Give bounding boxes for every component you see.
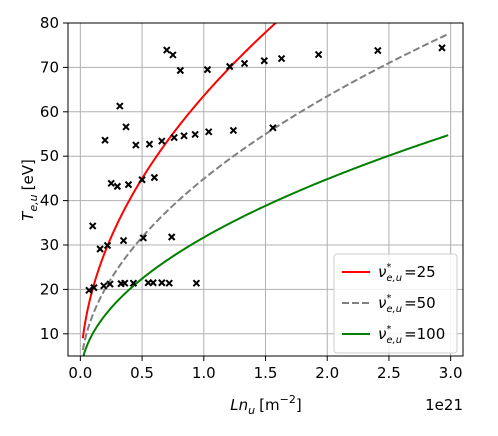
scatter-point <box>203 65 212 74</box>
y-tick-label: 30 <box>40 236 59 254</box>
scatter-point <box>113 182 122 191</box>
legend-box <box>333 253 458 354</box>
x-tick-label: 1.0 <box>192 364 216 382</box>
scatter-point <box>167 233 176 241</box>
legend-label-50: ν* e,u =50 <box>378 293 436 315</box>
scatter-point <box>260 57 268 65</box>
y-axis-label: Te,u [eV] <box>19 159 40 221</box>
y-axis-label-base: T <box>19 210 37 221</box>
legend: ν* e,u =25 ν* e,u =50 ν* e,u =100 <box>333 253 458 354</box>
x-axis: 0.0 0.5 1.0 1.5 2.0 2.5 3.0 <box>68 356 463 382</box>
scatter-point <box>124 180 133 189</box>
scatter-point <box>122 123 130 131</box>
scatter-point <box>145 140 154 148</box>
x-tick-label: 2.0 <box>315 364 339 382</box>
x-axis-label-unit: [m <box>259 396 279 414</box>
y-tick-label: 20 <box>40 280 59 298</box>
scatter-point <box>163 46 171 54</box>
y-axis-label-unit: [eV] <box>19 159 37 190</box>
x-axis-label-base: Ln <box>230 396 248 414</box>
scatter-point <box>176 66 185 75</box>
scatter-point <box>149 279 157 287</box>
scatter-point <box>269 124 277 132</box>
scatter-point <box>158 279 166 287</box>
curves <box>81 23 449 356</box>
series-line-50 <box>81 33 449 351</box>
x-tick-label: 0.0 <box>68 364 92 382</box>
series-line-100 <box>82 134 449 356</box>
y-tick-label: 40 <box>40 192 59 210</box>
x-axis-label-unit-close: ] <box>296 396 302 414</box>
x-scale-label: 1e21 <box>425 396 463 414</box>
scatter-point <box>106 280 114 288</box>
scatter-point <box>240 59 249 68</box>
scatter-point <box>132 141 140 149</box>
y-tick-label: 60 <box>40 103 59 121</box>
scatter-point <box>229 126 238 135</box>
y-tick-label: 10 <box>40 325 59 343</box>
y-tick-label: 70 <box>40 58 59 76</box>
scatter-point <box>165 279 173 287</box>
x-tick-label: 2.5 <box>377 364 401 382</box>
scatter-point <box>158 137 166 145</box>
scatter-point <box>205 128 213 136</box>
scatter-point <box>170 133 178 142</box>
scatter-point <box>374 46 382 55</box>
y-tick-label: 50 <box>40 147 59 165</box>
scatter-point <box>277 54 286 63</box>
y-axis: 10 20 30 40 50 60 70 80 <box>40 14 68 343</box>
scatter-point <box>129 279 138 287</box>
scatter-point <box>85 286 93 294</box>
scatter-points <box>85 44 446 294</box>
y-tick-label: 80 <box>40 14 59 32</box>
x-tick-label: 3.0 <box>439 364 463 382</box>
scatter-point <box>101 136 109 144</box>
x-tick-label: 0.5 <box>130 364 154 382</box>
scatter-point <box>314 50 323 59</box>
scatter-point <box>88 222 97 230</box>
scatter-point <box>438 44 446 52</box>
scatter-point <box>121 279 129 287</box>
scatter-point <box>150 173 159 182</box>
x-tick-label: 1.5 <box>254 364 278 382</box>
scatter-point <box>191 130 199 139</box>
scatter-point <box>192 279 201 287</box>
scatter-point <box>103 241 112 250</box>
x-axis-label: Lnu [m−2] <box>230 393 301 417</box>
scatter-point <box>139 234 148 242</box>
scatter-point <box>116 102 124 110</box>
x-axis-label-unit-sup: −2 <box>280 393 296 406</box>
scatter-point <box>100 282 108 290</box>
legend-label-100: ν* e,u =100 <box>378 324 445 346</box>
scatter-point <box>107 179 115 187</box>
scatter-point <box>90 283 98 292</box>
scatter-point <box>169 51 177 59</box>
scatter-point <box>138 176 146 184</box>
scatter-point <box>96 245 104 253</box>
scatter-point <box>119 236 128 245</box>
y-axis-label-sub: e,u <box>27 194 40 211</box>
series-line-25 <box>81 23 278 339</box>
scatter-point <box>225 62 234 71</box>
scatter-point <box>180 132 188 140</box>
x-axis-label-sub: u <box>248 404 255 417</box>
legend-label-25: ν* e,u =25 <box>378 262 436 284</box>
